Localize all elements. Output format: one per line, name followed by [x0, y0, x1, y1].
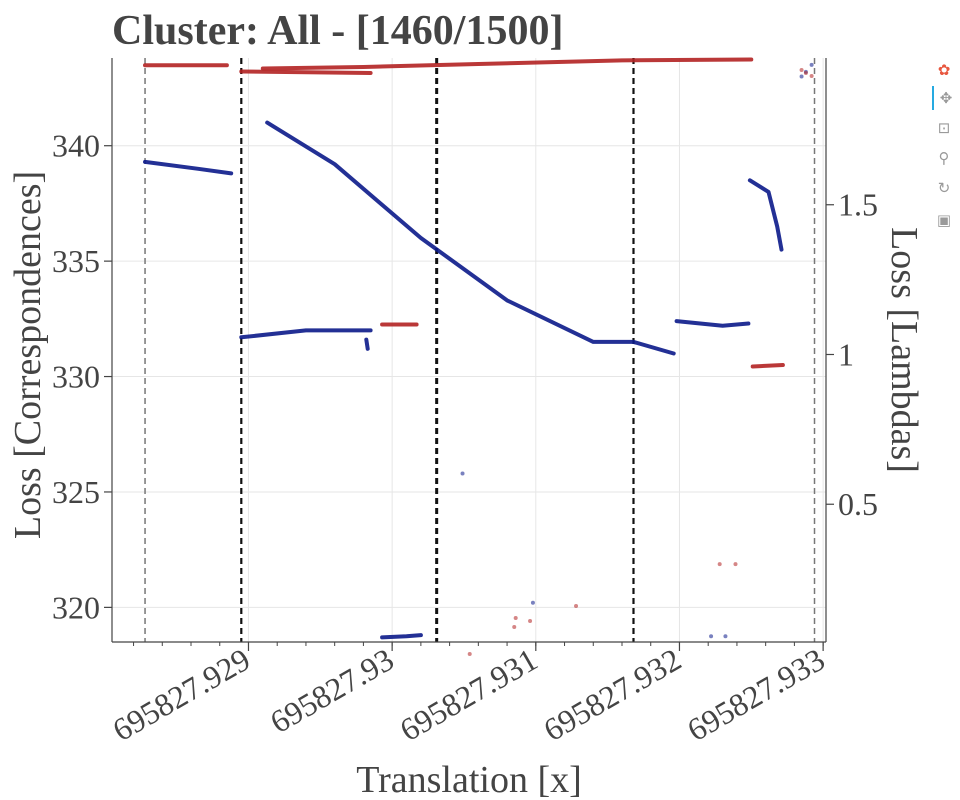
- loss-correspondences-segment: [143, 159, 234, 176]
- bokeh-logo-icon: ✿: [937, 61, 951, 79]
- grid: [112, 58, 826, 642]
- loss-correspondences-point: [530, 600, 535, 605]
- loss-correspondences-segment: [674, 319, 751, 328]
- loss-correspondences-segment: [265, 120, 676, 356]
- loss-lambdas-point: [799, 67, 804, 72]
- loss-lambdas-point: [512, 625, 517, 630]
- box-zoom-icon[interactable]: ⊡: [937, 119, 951, 137]
- y2-tick-label: 1.5: [838, 187, 878, 223]
- loss-correspondences-point: [723, 634, 728, 639]
- loss-correspondences-point: [799, 74, 804, 79]
- y-tick-label: 340: [52, 128, 100, 164]
- vertical-markers: [144, 58, 816, 642]
- y-axis-label: Loss [Correspondences]: [7, 171, 49, 539]
- loss-lambdas-point: [513, 616, 518, 621]
- y2-tick-label: 1: [838, 336, 854, 372]
- x-axis-label: Translation [x]: [356, 759, 582, 800]
- save-icon[interactable]: ▣: [936, 211, 952, 229]
- loss-lambdas-segment: [260, 57, 754, 71]
- loss-lambdas-point: [733, 562, 738, 567]
- y-tick-label: 325: [52, 474, 100, 510]
- loss-lambdas-point: [803, 70, 808, 75]
- loss-correspondences-segment: [380, 633, 423, 640]
- loss-correspondences-segment: [747, 178, 784, 252]
- y2-tick-label: 0.5: [838, 486, 878, 522]
- loss-lambdas-point: [467, 651, 472, 656]
- loss-lambdas-point: [717, 562, 722, 567]
- y-tick-label: 330: [52, 359, 100, 395]
- loss-lambdas-point: [528, 619, 533, 624]
- chart-title: Cluster: All - [1460/1500]: [112, 8, 563, 54]
- data-marks: [143, 57, 814, 656]
- loss-correspondences-segment: [364, 337, 370, 351]
- reset-icon[interactable]: ↻: [937, 179, 951, 197]
- loss-correspondences-segment: [239, 328, 373, 340]
- y2-axis-label: Loss [Lambdas]: [883, 227, 925, 473]
- loss-correspondences-point: [809, 62, 814, 67]
- loss-lambdas-segment: [750, 363, 785, 369]
- y-tick-label: 335: [52, 243, 100, 279]
- loss-lambdas-point: [574, 604, 579, 609]
- pan-icon[interactable]: ✥: [932, 86, 958, 110]
- wheel-zoom-icon[interactable]: ⚲: [938, 149, 950, 167]
- loss-lambdas-segment: [239, 69, 373, 75]
- loss-lambdas-point: [809, 73, 814, 78]
- loss-correspondences-point: [460, 471, 465, 476]
- loss-correspondences-point: [709, 634, 714, 639]
- y-tick-label: 320: [52, 589, 100, 625]
